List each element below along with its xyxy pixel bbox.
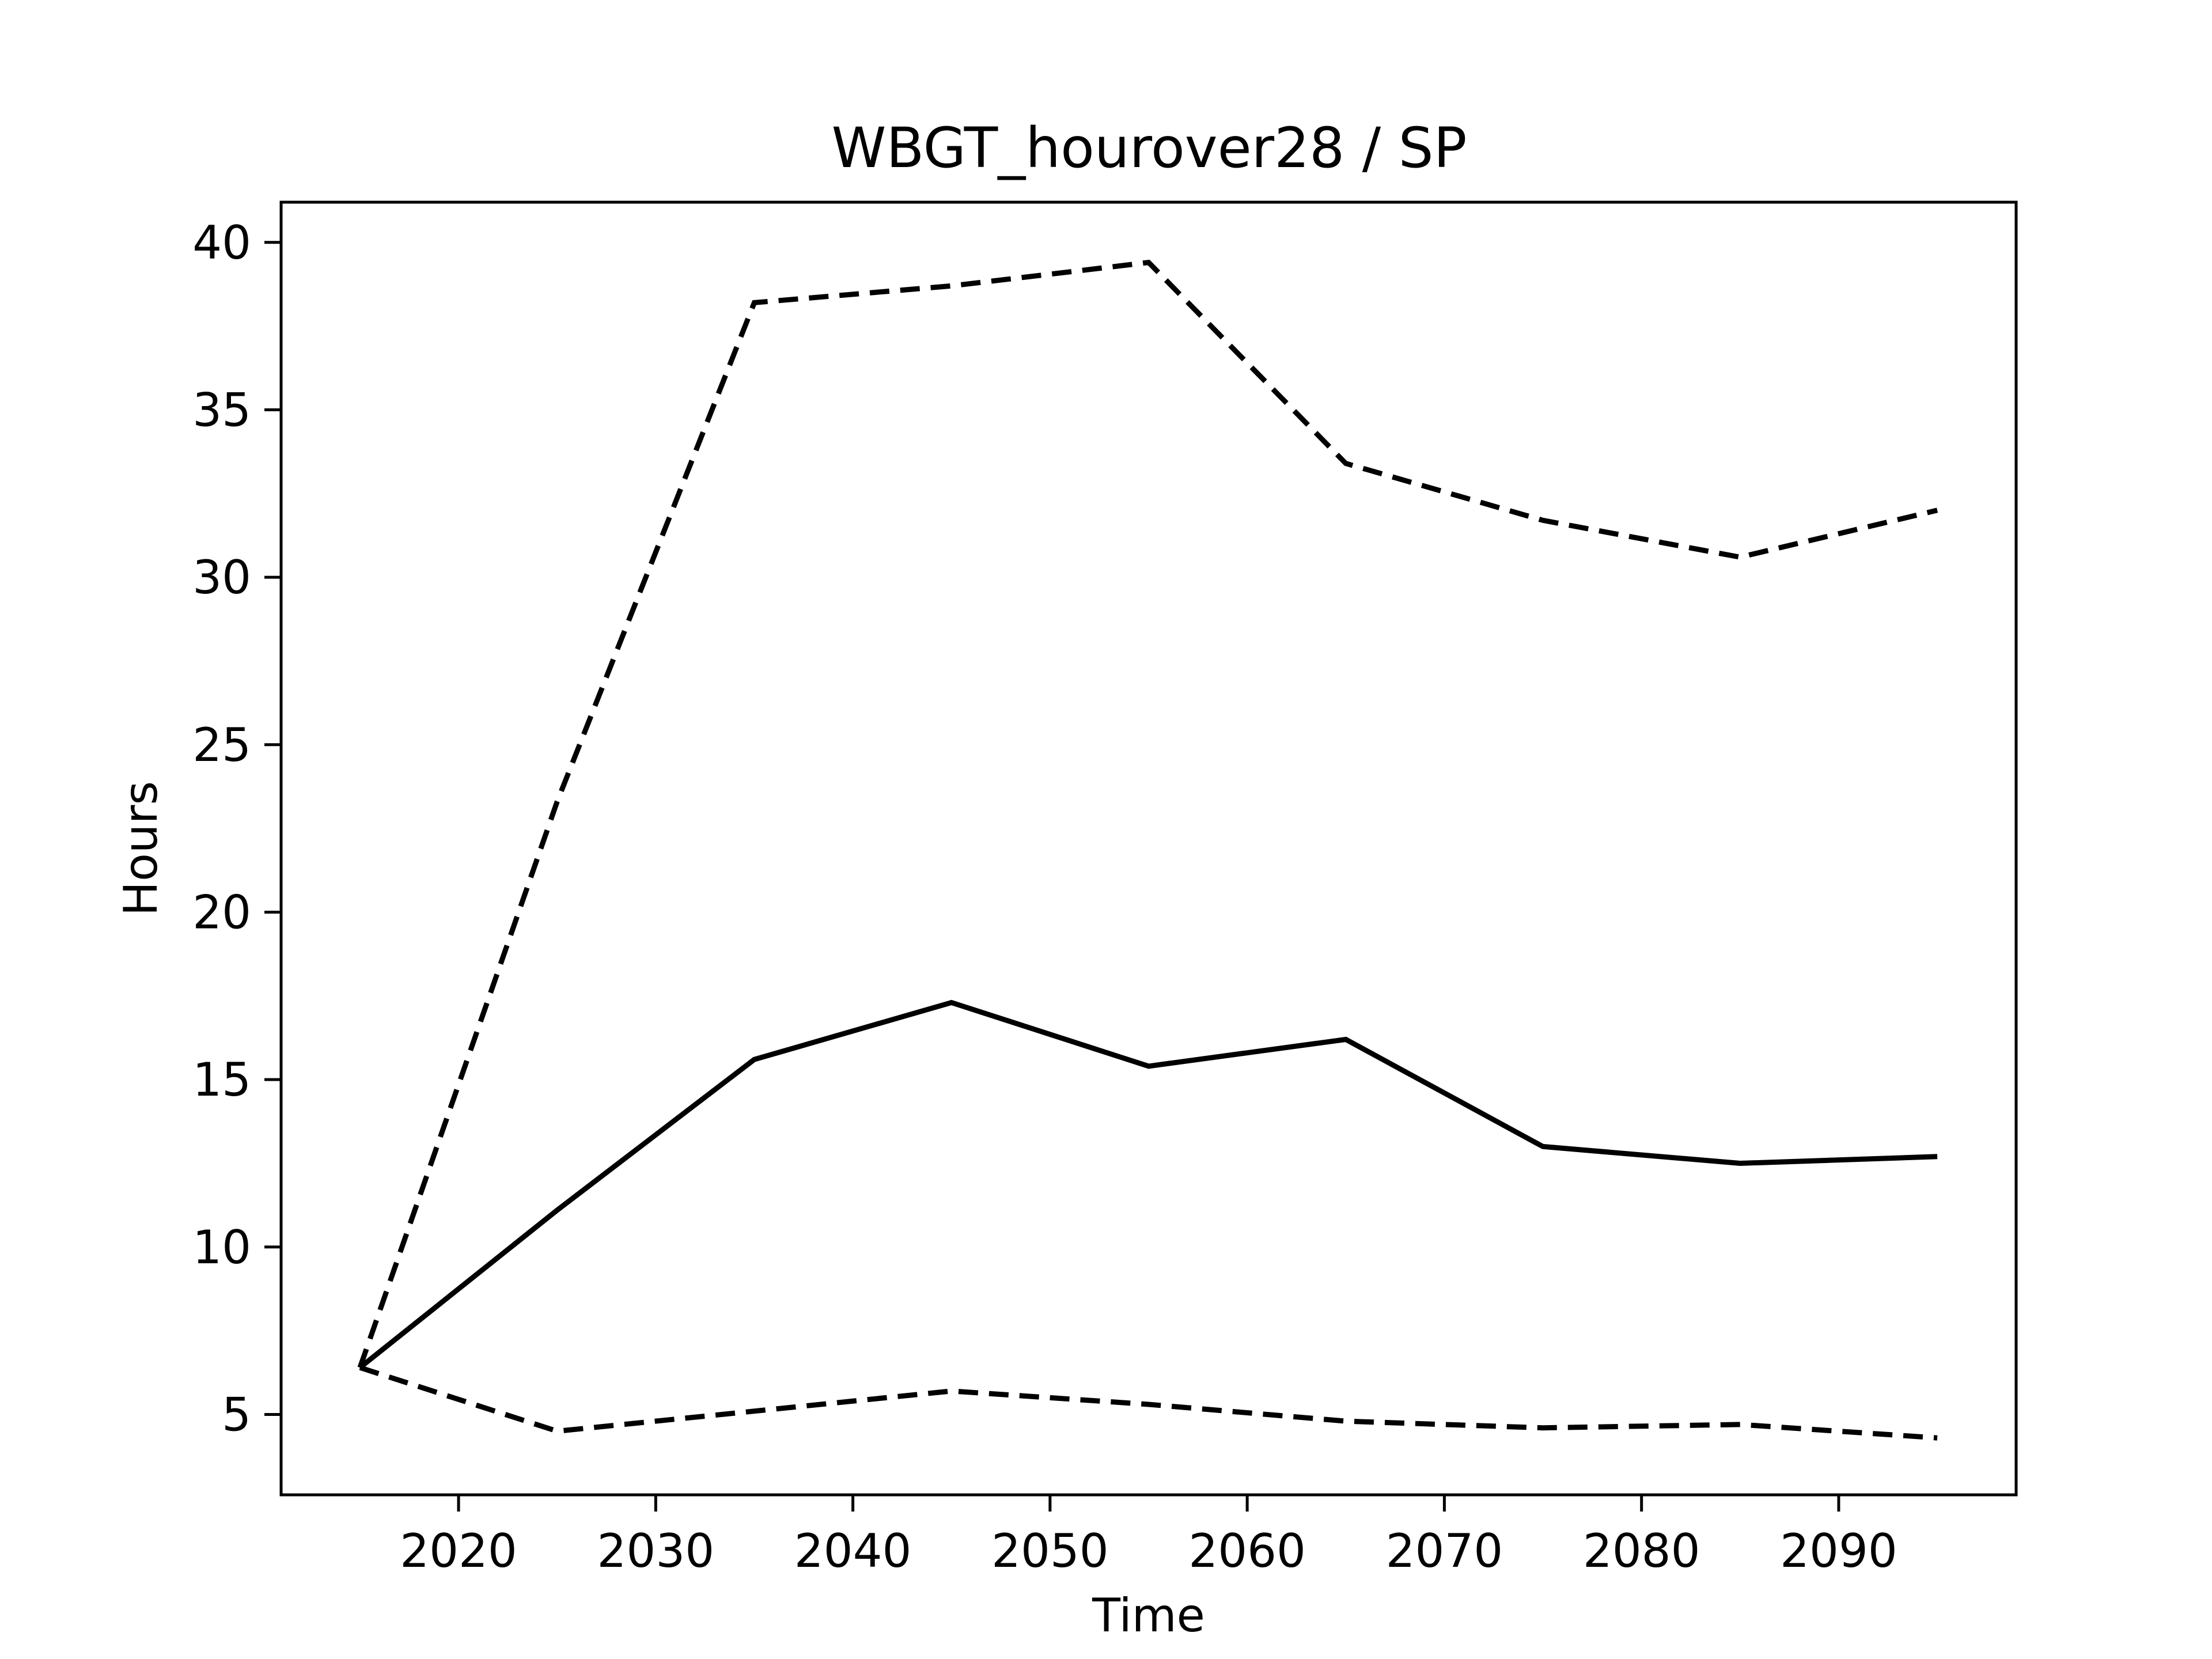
series-line-3 <box>359 1365 1938 1441</box>
x-tick-label: 2050 <box>991 1524 1109 1578</box>
chart-title: WBGT_hourover28 / SP <box>832 116 1467 180</box>
x-tick-label: 2040 <box>794 1524 912 1578</box>
y-axis-label: Hours <box>114 781 168 916</box>
series-layer <box>357 259 1938 1441</box>
y-tick-label: 20 <box>192 885 251 939</box>
y-axis: 5 10 15 20 25 30 35 40 <box>192 216 281 1441</box>
x-axis: 2020 2030 2040 2050 2060 2070 2080 2090 <box>400 1495 1897 1578</box>
x-tick-label: 2020 <box>400 1524 517 1578</box>
y-tick-label: 40 <box>192 216 251 270</box>
y-tick-label: 35 <box>192 383 251 437</box>
x-tick-label: 2080 <box>1583 1524 1700 1578</box>
y-tick-label: 15 <box>192 1053 251 1107</box>
series-line-2 <box>358 999 1938 1370</box>
x-tick-label: 2090 <box>1780 1524 1897 1578</box>
series-line-1 <box>357 259 1938 1369</box>
x-axis-label: Time <box>1092 1589 1205 1642</box>
y-tick-label: 10 <box>192 1221 251 1274</box>
y-tick-label: 25 <box>192 718 251 772</box>
x-tick-label: 2030 <box>597 1524 715 1578</box>
y-tick-label: 30 <box>192 551 251 604</box>
x-tick-label: 2060 <box>1188 1524 1306 1578</box>
y-tick-label: 5 <box>222 1388 251 1441</box>
plot-area-frame <box>279 200 2018 1497</box>
x-tick-label: 2070 <box>1386 1524 1503 1578</box>
